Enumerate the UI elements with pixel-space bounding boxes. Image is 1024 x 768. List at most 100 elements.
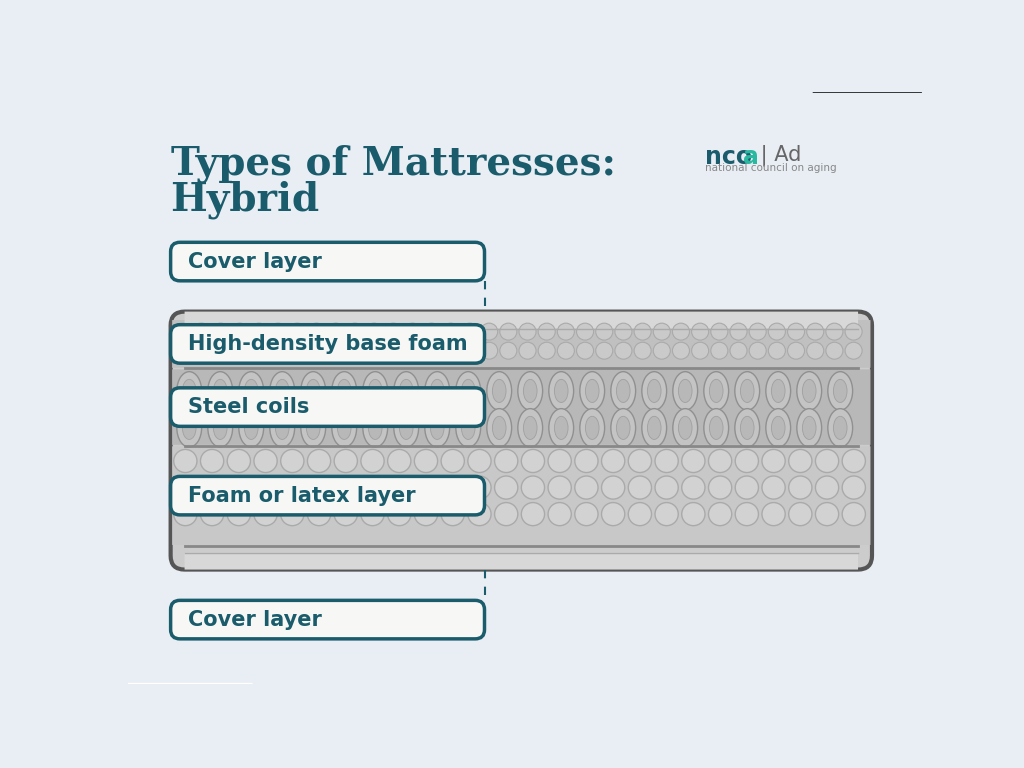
Circle shape	[596, 343, 612, 359]
Circle shape	[787, 323, 805, 340]
Circle shape	[308, 343, 325, 359]
Circle shape	[281, 449, 304, 472]
Circle shape	[495, 476, 518, 499]
Ellipse shape	[586, 416, 599, 439]
Text: High-density base foam: High-density base foam	[187, 334, 467, 354]
Circle shape	[289, 323, 306, 340]
Circle shape	[601, 502, 625, 525]
Circle shape	[539, 343, 555, 359]
Ellipse shape	[301, 372, 326, 410]
Ellipse shape	[332, 372, 356, 410]
Ellipse shape	[554, 379, 568, 402]
Circle shape	[441, 476, 464, 499]
Circle shape	[281, 476, 304, 499]
Ellipse shape	[245, 416, 258, 439]
FancyBboxPatch shape	[171, 601, 484, 639]
FancyBboxPatch shape	[172, 369, 870, 445]
Ellipse shape	[208, 409, 232, 447]
Circle shape	[227, 449, 251, 472]
Circle shape	[346, 343, 364, 359]
Ellipse shape	[430, 416, 444, 439]
Text: Foam or latex layer: Foam or latex layer	[187, 485, 416, 505]
Ellipse shape	[735, 409, 760, 447]
Ellipse shape	[456, 372, 480, 410]
Ellipse shape	[580, 409, 604, 447]
Ellipse shape	[827, 372, 853, 410]
Circle shape	[328, 323, 344, 340]
Circle shape	[815, 502, 839, 525]
Circle shape	[193, 323, 210, 340]
Circle shape	[193, 343, 210, 359]
Circle shape	[768, 323, 785, 340]
Ellipse shape	[456, 409, 480, 447]
Ellipse shape	[580, 372, 604, 410]
Ellipse shape	[394, 372, 419, 410]
Ellipse shape	[803, 416, 816, 439]
Ellipse shape	[616, 416, 630, 439]
Circle shape	[682, 476, 705, 499]
Ellipse shape	[462, 379, 475, 402]
Circle shape	[842, 502, 865, 525]
Circle shape	[366, 343, 383, 359]
Circle shape	[574, 476, 598, 499]
Ellipse shape	[306, 416, 321, 439]
Wedge shape	[128, 684, 252, 768]
Circle shape	[385, 343, 401, 359]
FancyBboxPatch shape	[172, 446, 870, 545]
Circle shape	[441, 502, 464, 525]
Circle shape	[845, 323, 862, 340]
Circle shape	[201, 502, 223, 525]
Circle shape	[415, 476, 437, 499]
Ellipse shape	[740, 379, 754, 402]
FancyBboxPatch shape	[171, 243, 484, 281]
Circle shape	[691, 323, 709, 340]
Circle shape	[845, 343, 862, 359]
Ellipse shape	[523, 379, 537, 402]
Ellipse shape	[642, 409, 667, 447]
Circle shape	[442, 323, 460, 340]
Ellipse shape	[362, 409, 388, 447]
Circle shape	[815, 476, 839, 499]
Ellipse shape	[710, 416, 723, 439]
Circle shape	[415, 502, 437, 525]
Circle shape	[388, 449, 411, 472]
Circle shape	[403, 343, 421, 359]
Ellipse shape	[518, 409, 543, 447]
Text: national council on aging: national council on aging	[706, 163, 837, 173]
Circle shape	[360, 449, 384, 472]
Circle shape	[307, 449, 331, 472]
Circle shape	[629, 449, 651, 472]
Ellipse shape	[611, 372, 636, 410]
Circle shape	[462, 323, 478, 340]
Circle shape	[629, 476, 651, 499]
Circle shape	[212, 323, 229, 340]
Circle shape	[254, 476, 278, 499]
Ellipse shape	[486, 372, 512, 410]
Circle shape	[807, 343, 823, 359]
Circle shape	[629, 502, 651, 525]
Ellipse shape	[797, 409, 821, 447]
Circle shape	[539, 323, 555, 340]
Circle shape	[423, 323, 440, 340]
Circle shape	[174, 343, 190, 359]
Ellipse shape	[425, 409, 450, 447]
Circle shape	[548, 449, 571, 472]
Circle shape	[174, 476, 197, 499]
Circle shape	[269, 323, 287, 340]
Circle shape	[468, 476, 492, 499]
Circle shape	[231, 343, 248, 359]
Circle shape	[289, 343, 306, 359]
Text: nco: nco	[706, 144, 753, 168]
Circle shape	[468, 449, 492, 472]
Circle shape	[521, 502, 545, 525]
Ellipse shape	[239, 372, 263, 410]
Ellipse shape	[275, 416, 289, 439]
Circle shape	[366, 323, 383, 340]
Circle shape	[709, 476, 732, 499]
Ellipse shape	[369, 379, 382, 402]
Circle shape	[842, 476, 865, 499]
Ellipse shape	[362, 372, 388, 410]
Ellipse shape	[337, 379, 351, 402]
Circle shape	[762, 476, 785, 499]
Ellipse shape	[399, 379, 413, 402]
